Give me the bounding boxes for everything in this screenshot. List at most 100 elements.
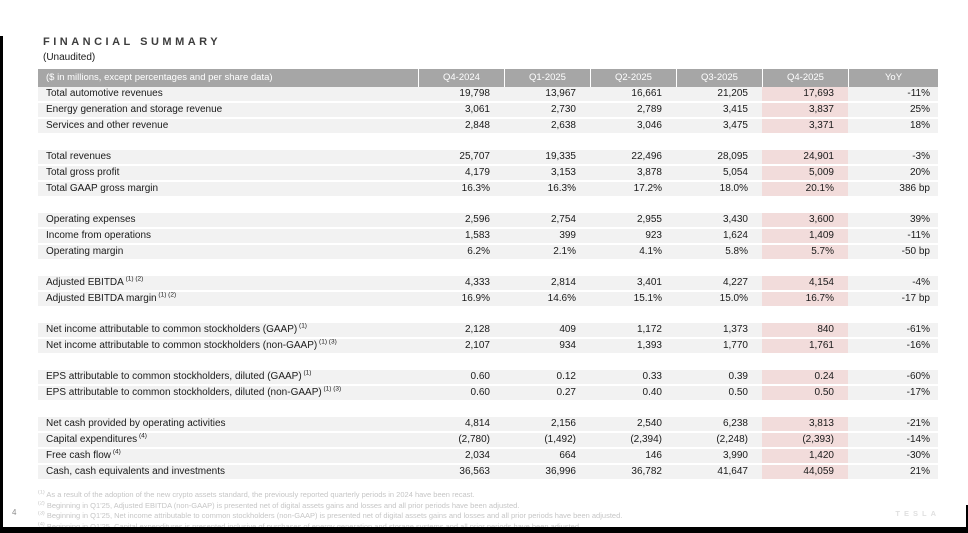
row-label: Income from operations bbox=[38, 229, 418, 243]
row-label: Free cash flow (4) bbox=[38, 449, 418, 463]
value-cell: 0.24 bbox=[762, 370, 848, 384]
footnote-marker: (3) bbox=[38, 511, 45, 517]
footnote-marker: (2) bbox=[38, 500, 45, 506]
value-cell: 3,990 bbox=[676, 449, 762, 463]
footnote-marker: (1) (2) bbox=[156, 292, 177, 299]
value-cell: 3,837 bbox=[762, 103, 848, 117]
value-cell: 5.8% bbox=[676, 245, 762, 259]
value-cell: (2,394) bbox=[590, 433, 676, 447]
row-label-text: Adjusted EBITDA bbox=[46, 277, 124, 288]
section-spacer bbox=[38, 198, 938, 213]
value-cell: 3,401 bbox=[590, 276, 676, 290]
table-row: Energy generation and storage revenue 3,0… bbox=[38, 103, 938, 119]
value-cell: 15.0% bbox=[676, 292, 762, 306]
value-cell: 3,153 bbox=[504, 166, 590, 180]
table-header-col: Q3-2025 bbox=[676, 69, 762, 87]
value-cell: 4.1% bbox=[590, 245, 676, 259]
row-label-text: Net income attributable to common stockh… bbox=[46, 324, 298, 335]
value-cell: 3,415 bbox=[676, 103, 762, 117]
value-cell: 2,955 bbox=[590, 213, 676, 227]
row-label: Adjusted EBITDA (1) (2) bbox=[38, 276, 418, 290]
row-label-text: Services and other revenue bbox=[46, 120, 169, 131]
row-label-text: Net income attributable to common stockh… bbox=[46, 340, 318, 351]
row-label: Cash, cash equivalents and investments bbox=[38, 465, 418, 479]
value-cell: 1,172 bbox=[590, 323, 676, 337]
value-cell: 2,128 bbox=[418, 323, 504, 337]
row-label: Adjusted EBITDA margin (1) (2) bbox=[38, 292, 418, 306]
section-spacer bbox=[38, 355, 938, 370]
table-header-col: Q1-2025 bbox=[504, 69, 590, 87]
value-cell: 5,054 bbox=[676, 166, 762, 180]
value-cell: 0.40 bbox=[590, 386, 676, 400]
table-row: Net income attributable to common stockh… bbox=[38, 339, 938, 355]
value-cell: 3,813 bbox=[762, 417, 848, 431]
footnotes: (1) As a result of the adoption of the n… bbox=[38, 490, 918, 532]
value-cell: 4,814 bbox=[418, 417, 504, 431]
value-cell: 0.60 bbox=[418, 386, 504, 400]
row-label-text: Total GAAP gross margin bbox=[46, 183, 159, 194]
value-cell: 0.33 bbox=[590, 370, 676, 384]
table-header-col: Q4-2024 bbox=[418, 69, 504, 87]
row-label: Operating margin bbox=[38, 245, 418, 259]
row-label: Services and other revenue bbox=[38, 119, 418, 133]
left-edge-bar bbox=[0, 36, 3, 533]
value-cell: 0.39 bbox=[676, 370, 762, 384]
yoy-cell: -4% bbox=[848, 276, 938, 290]
value-cell: 0.12 bbox=[504, 370, 590, 384]
row-label-text: Capital expenditures bbox=[46, 434, 138, 445]
value-cell: 17,693 bbox=[762, 87, 848, 101]
footnote-marker: (4) bbox=[38, 521, 45, 527]
yoy-cell: -3% bbox=[848, 150, 938, 164]
value-cell: 0.60 bbox=[418, 370, 504, 384]
table-row: Total automotive revenues 19,798 13,967 16,… bbox=[38, 87, 938, 103]
table-row: Free cash flow (4) 2,034 664 146 3,990 1,420-… bbox=[38, 449, 938, 465]
row-label-text: Net cash provided by operating activitie… bbox=[46, 418, 226, 429]
value-cell: 16.3% bbox=[504, 182, 590, 196]
value-cell: (2,248) bbox=[676, 433, 762, 447]
value-cell: 21,205 bbox=[676, 87, 762, 101]
value-cell: 664 bbox=[504, 449, 590, 463]
value-cell: 5,009 bbox=[762, 166, 848, 180]
value-cell: 3,371 bbox=[762, 119, 848, 133]
table-header-col: YoY bbox=[848, 69, 938, 87]
value-cell: 22,496 bbox=[590, 150, 676, 164]
value-cell: (1,492) bbox=[504, 433, 590, 447]
value-cell: 3,046 bbox=[590, 119, 676, 133]
value-cell: 20.1% bbox=[762, 182, 848, 196]
table-row: Net income attributable to common stockh… bbox=[38, 323, 938, 339]
row-label-text: Adjusted EBITDA margin bbox=[46, 293, 157, 304]
value-cell: 2.1% bbox=[504, 245, 590, 259]
value-cell: 4,227 bbox=[676, 276, 762, 290]
value-cell: 1,770 bbox=[676, 339, 762, 353]
value-cell: 2,107 bbox=[418, 339, 504, 353]
value-cell: 3,430 bbox=[676, 213, 762, 227]
value-cell: 16.3% bbox=[418, 182, 504, 196]
value-cell: (2,780) bbox=[418, 433, 504, 447]
footnote: (4) Beginning in Q1'25, Capital expendit… bbox=[38, 522, 918, 533]
footnote-marker: (4) bbox=[111, 449, 121, 456]
yoy-cell: -50 bp bbox=[848, 245, 938, 259]
value-cell: 19,335 bbox=[504, 150, 590, 164]
footnote-marker: (1) bbox=[297, 323, 307, 330]
row-label-text: Income from operations bbox=[46, 230, 152, 241]
value-cell: 14.6% bbox=[504, 292, 590, 306]
value-cell: 4,333 bbox=[418, 276, 504, 290]
row-label: Energy generation and storage revenue bbox=[38, 103, 418, 117]
page-number: 4 bbox=[12, 508, 17, 517]
footnote-marker: (1) (3) bbox=[321, 386, 342, 393]
footnote-text: Beginning in Q1'25, Capital expenditures… bbox=[44, 521, 582, 531]
value-cell: 2,156 bbox=[504, 417, 590, 431]
bottom-black-bar bbox=[0, 527, 968, 533]
row-label: Total revenues bbox=[38, 150, 418, 164]
value-cell: 1,409 bbox=[762, 229, 848, 243]
table-row: Cash, cash equivalents and investments 36… bbox=[38, 465, 938, 481]
row-label: Net income attributable to common stockh… bbox=[38, 339, 418, 353]
value-cell: 2,638 bbox=[504, 119, 590, 133]
value-cell: 18.0% bbox=[676, 182, 762, 196]
value-cell: 24,901 bbox=[762, 150, 848, 164]
row-label-text: Total automotive revenues bbox=[46, 88, 163, 99]
footnote-text: Beginning in Q1'25, Net income attributa… bbox=[44, 511, 623, 520]
table-row: Net cash provided by operating activitie… bbox=[38, 417, 938, 433]
row-label: EPS attributable to common stockholders,… bbox=[38, 370, 418, 384]
value-cell: 2,754 bbox=[504, 213, 590, 227]
